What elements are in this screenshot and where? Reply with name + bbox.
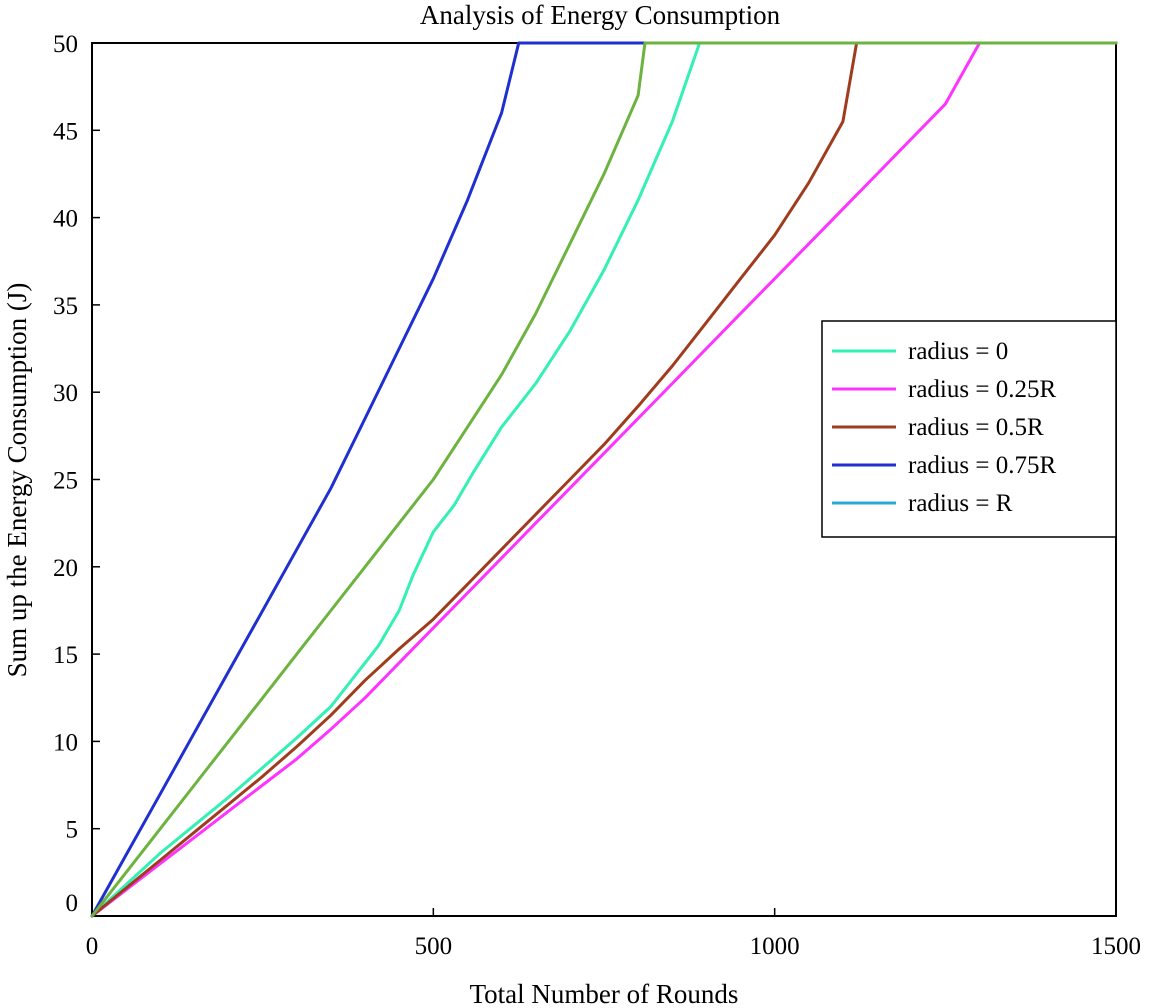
legend-label: radius = 0.25R <box>908 376 1056 403</box>
x-tick-label: 0 <box>86 933 99 960</box>
y-tick-label: 50 <box>53 31 78 58</box>
legend-label: radius = 0 <box>908 338 1008 365</box>
y-axis: 0 5 10 15 20 25 30 35 40 45 50 <box>53 31 100 917</box>
y-tick-label: 20 <box>53 555 78 582</box>
y-tick-label: 5 <box>66 817 79 844</box>
y-tick-label: 25 <box>53 468 78 495</box>
legend-label: radius = 0.5R <box>908 414 1044 441</box>
legend-items: radius = 0 radius = 0.25R radius = 0.5R rad… <box>832 338 1056 517</box>
x-axis: 0 500 1000 1500 <box>86 908 1141 960</box>
series-line-5 <box>90 41 1118 918</box>
y-tick-label: 15 <box>53 642 78 669</box>
legend-label: radius = 0.75R <box>908 452 1056 479</box>
series-line-3 <box>90 41 1118 918</box>
y-tick-label: 0 <box>66 890 79 917</box>
chart-title: Analysis of Energy Consumption <box>420 0 781 30</box>
y-tick-label: 40 <box>53 206 78 233</box>
series-layer <box>90 41 1118 918</box>
legend: radius = 0 radius = 0.25R radius = 0.5R rad… <box>821 320 1117 538</box>
x-tick-label: 500 <box>415 933 453 960</box>
legend-label: radius = R <box>908 490 1013 517</box>
series-line-2 <box>90 41 1118 918</box>
legend-box <box>821 320 1117 538</box>
y-axis-title: Sum up the Energy Consumption (J) <box>2 283 32 678</box>
series-line-4 <box>90 41 1118 918</box>
y-tick-label: 45 <box>53 118 78 145</box>
series-line-1 <box>90 41 1118 918</box>
x-tick-label: 1500 <box>1091 933 1141 960</box>
y-tick-label: 35 <box>53 293 78 320</box>
x-tick-label: 1000 <box>750 933 800 960</box>
y-tick-label: 10 <box>53 729 78 756</box>
x-axis-title: Total Number of Rounds <box>470 979 739 1008</box>
y-tick-label: 30 <box>53 380 78 407</box>
